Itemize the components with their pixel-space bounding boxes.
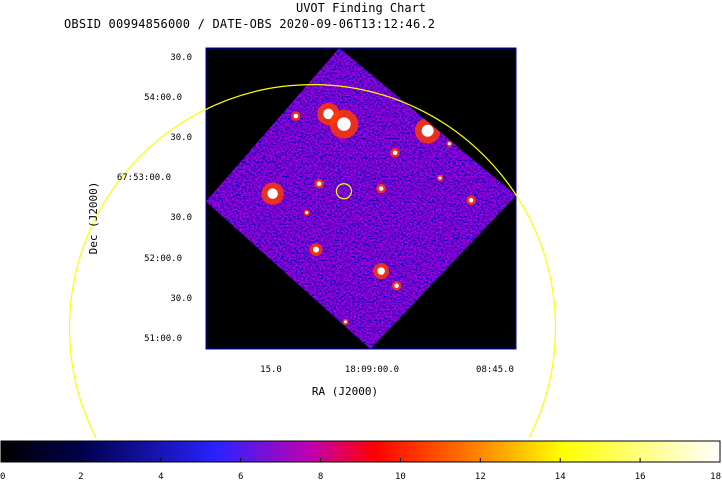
colorbar: [0, 440, 721, 463]
source-core: [468, 198, 474, 203]
source-core: [421, 124, 434, 137]
y-axis-label: Dec (J2000): [87, 182, 100, 255]
source-core: [447, 142, 451, 146]
y-tick-label: 54:00.0: [144, 93, 182, 103]
source-core: [392, 150, 398, 155]
x-tick-label: 18:09:00.0: [345, 365, 399, 375]
x-axis-label: RA (J2000): [312, 385, 378, 398]
x-tick-labels: 15.0 18:09:00.0 08:45.0: [260, 365, 514, 375]
source-core: [305, 211, 309, 215]
y-tick-label: 30.0: [170, 213, 192, 223]
colorbar-tick-label: 16: [635, 472, 646, 482]
colorbar-tick-label: 18: [710, 472, 721, 482]
y-tick-label: 30.0: [170, 133, 192, 143]
colorbar-tick-label: 10: [395, 472, 406, 482]
colorbar-tick-label: 2: [78, 472, 83, 482]
y-tick-label: 30.0: [170, 53, 192, 63]
source-core: [344, 320, 347, 324]
colorbar-tick-label: 14: [555, 472, 566, 482]
y-tick-label: 51:00.0: [144, 334, 182, 344]
source-core: [378, 186, 384, 191]
chart-title: UVOT Finding Chart: [295, 1, 427, 15]
chart-subtitle: OBSID 00994856000 / DATE-OBS 2020-09-06T…: [64, 17, 436, 31]
colorbar-tick-label: 8: [318, 472, 323, 482]
x-tick-label: 08:45.0: [476, 365, 514, 375]
colorbar-tick-label: 6: [238, 472, 243, 482]
source-core: [337, 117, 351, 131]
x-tick-label: 15.0: [260, 365, 282, 375]
colorbar-tick-label: 12: [475, 472, 486, 482]
target-circle: [335, 183, 353, 200]
image-border: [205, 47, 517, 350]
y-tick-label: 30.0: [170, 294, 192, 304]
source-core: [293, 113, 299, 119]
fov-arc: [68, 84, 557, 439]
source-core: [394, 283, 399, 289]
y-tick-labels: 30.0 54:00.0 30.0 67:53:00.0 30.0 52:00.0 30.0…: [117, 53, 192, 344]
y-tick-label: 67:53:00.0: [117, 173, 171, 183]
source-core: [438, 176, 442, 180]
source-core: [267, 188, 278, 199]
y-tick-label: 52:00.0: [144, 254, 182, 264]
source-core: [377, 267, 385, 275]
source-core: [323, 108, 334, 120]
source-core: [316, 181, 322, 187]
colorbar-ticks: 0 2 4 6 8 10 12 14 16 18: [0, 458, 721, 482]
colorbar-tick-label: 4: [158, 472, 163, 482]
source-core: [313, 246, 320, 253]
colorbar-tick-label: 0: [0, 472, 5, 482]
